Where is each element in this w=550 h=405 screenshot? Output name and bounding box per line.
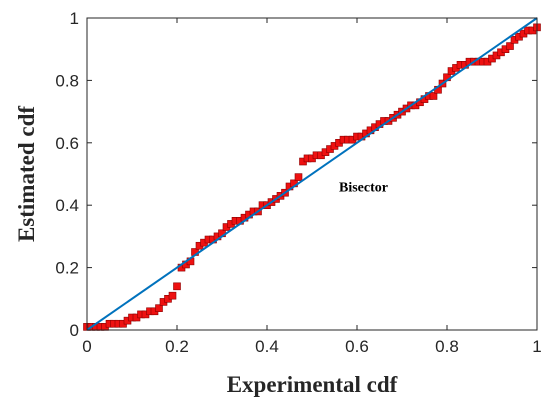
x-tick-label: 1	[532, 337, 541, 356]
x-tick-label: 0.2	[165, 337, 189, 356]
tick-labels: 0 0.2 0.4 0.6 0.8 1 0 0.2 0.4 0.6 0.8 1	[55, 9, 541, 356]
y-axis-label: Estimated cdf	[14, 106, 39, 242]
y-tick-label: 0.4	[55, 196, 79, 215]
y-tick-label: 0.8	[55, 71, 79, 90]
data-point	[173, 282, 181, 291]
plot-area	[83, 17, 541, 331]
axis-ticks	[86, 17, 538, 331]
data-point	[294, 173, 303, 181]
x-axis-label: Experimental cdf	[227, 372, 398, 397]
bisector-annotation: Bisector	[339, 180, 388, 195]
data-point	[429, 92, 438, 100]
data-point	[506, 42, 514, 50]
plot-frame	[86, 17, 538, 331]
y-tick-label: 1	[70, 9, 79, 28]
y-tick-label: 0.2	[55, 259, 79, 278]
data-point	[155, 304, 163, 312]
bisector-line	[86, 17, 538, 331]
y-tick-label: 0.6	[55, 134, 79, 153]
x-tick-label: 0.8	[435, 337, 459, 356]
y-tick-label: 0	[70, 321, 79, 340]
x-tick-label: 0.6	[345, 337, 369, 356]
data-point	[168, 291, 177, 300]
x-tick-label: 0	[82, 337, 91, 356]
x-tick-label: 0.4	[255, 337, 279, 356]
